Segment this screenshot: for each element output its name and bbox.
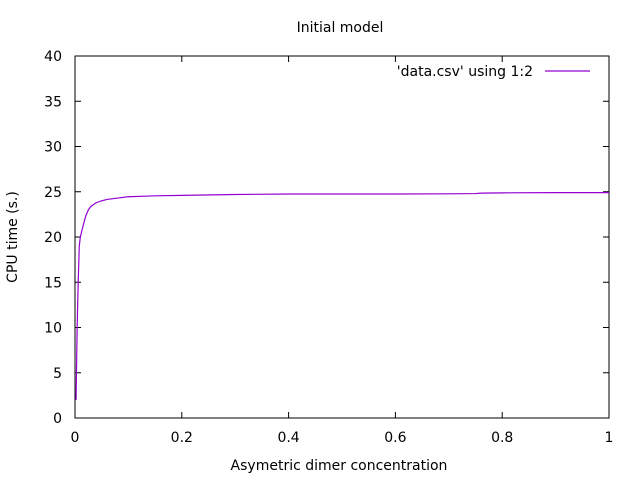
y-axis: 0 5 10 15 20 25 30 35 40 [44,49,609,427]
y-tick-label: 35 [44,94,62,110]
y-tick-label: 0 [53,411,62,427]
legend-label: 'data.csv' using 1:2 [397,64,533,80]
legend: 'data.csv' using 1:2 [397,64,590,80]
x-axis: 0 0.2 0.4 0.6 0.8 1 [71,56,614,446]
x-tick-label: 0.8 [491,430,513,446]
x-axis-label: Asymetric dimer concentration [231,458,448,474]
y-tick-label: 5 [53,366,62,382]
series-layer [75,192,609,400]
y-tick-label: 30 [44,140,62,156]
x-tick-label: 0.2 [171,430,193,446]
chart-title: Initial model [297,20,384,36]
y-tick-label: 25 [44,185,62,201]
series-line [75,192,609,400]
x-tick-label: 0 [71,430,80,446]
y-tick-label: 20 [44,230,62,246]
plot-frame [74,55,610,419]
y-tick-label: 15 [44,275,62,291]
x-tick-label: 0.4 [277,430,299,446]
y-axis-label: CPU time (s.) [5,191,21,283]
y-tick-label: 10 [44,321,62,337]
x-tick-label: 1 [605,430,614,446]
x-tick-label: 0.6 [384,430,406,446]
y-tick-label: 40 [44,49,62,65]
